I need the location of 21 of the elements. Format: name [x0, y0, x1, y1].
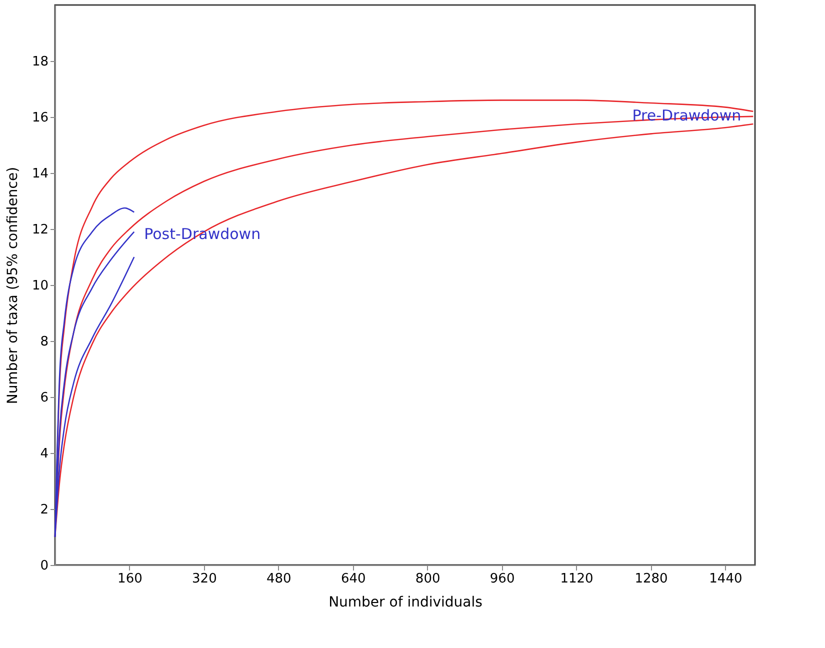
y-tick-label: 16: [32, 110, 48, 126]
x-tick-label: 320: [192, 572, 217, 586]
y-tick-label: 12: [32, 222, 48, 238]
x-tick-label: 960: [490, 572, 515, 586]
x-tick-label: 1120: [560, 572, 594, 586]
y-tick-label: 0: [40, 558, 48, 574]
x-tick-label: 1440: [709, 572, 742, 586]
x-tick-label: 640: [340, 572, 366, 586]
y-tick-label: 14: [32, 166, 48, 182]
y-tick-label: 2: [40, 502, 48, 518]
y-tick-label: 18: [32, 54, 48, 70]
x-tick-label: 1280: [634, 572, 668, 586]
x-tick-label: 800: [415, 572, 440, 586]
y-tick-label: 8: [40, 334, 48, 350]
x-axis-title: Number of individuals: [328, 594, 482, 610]
x-tick-label: 480: [266, 572, 292, 586]
y-tick-label: 10: [32, 278, 48, 294]
x-tick-label: 160: [118, 572, 142, 586]
y-tick-label: 4: [40, 446, 48, 462]
y-axis-title: Number of taxa (95% confidence): [4, 166, 21, 404]
y-tick-label: 6: [40, 390, 48, 406]
